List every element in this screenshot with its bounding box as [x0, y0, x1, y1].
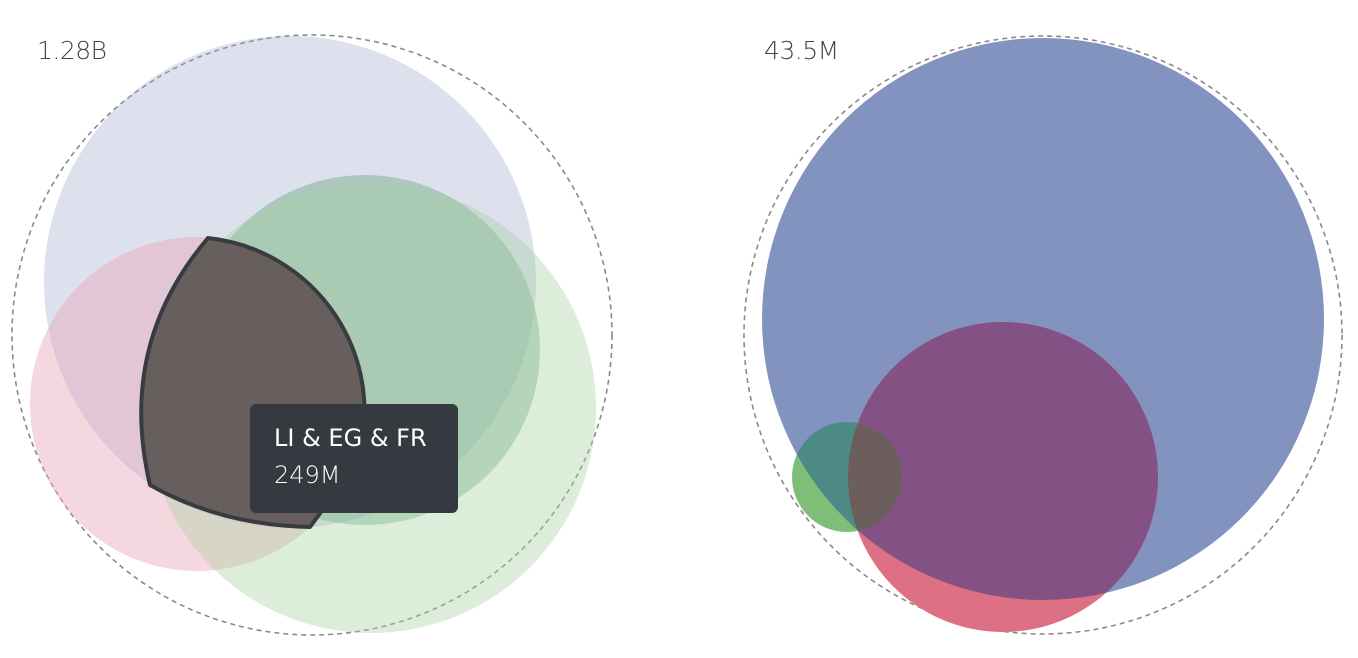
tooltip-value: 249M — [274, 461, 341, 489]
venn-chart-left — [11, 34, 613, 636]
region-tooltip: LI & EG & FR 249M — [250, 404, 458, 513]
tooltip-title: LI & EG & FR — [274, 424, 427, 452]
venn-chart-right — [743, 35, 1343, 635]
total-label-left: 1.28B — [37, 36, 107, 65]
outer-boundary-circle — [743, 35, 1343, 635]
outer-boundary-circle — [11, 34, 613, 636]
intersection-blue-red[interactable] — [848, 322, 1158, 632]
total-label-right: 43.5M — [764, 36, 839, 65]
intersection-blue-red-green[interactable] — [792, 422, 902, 532]
